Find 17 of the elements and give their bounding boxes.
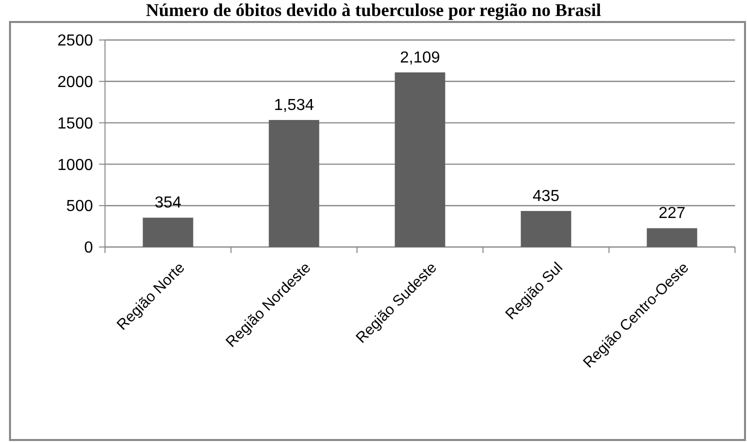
data-label: 2,109 [400,49,440,66]
y-tick-label: 2000 [57,74,94,91]
bar [394,72,446,247]
data-label: 435 [532,188,560,205]
y-tick-label: 1500 [57,115,94,132]
y-tick-label: 2500 [57,32,94,50]
chart-title: Número de óbitos devido à tuberculose por região no Brasil [146,0,602,20]
y-tick-label: 500 [66,198,94,216]
data-label: 354 [154,194,182,212]
bar [142,218,194,247]
bar [646,228,698,247]
bar [520,210,572,247]
bar [268,120,320,247]
data-label: 227 [658,205,686,222]
y-tick-label: 0 [84,240,94,257]
y-tick-label: 1000 [57,156,94,174]
data-label: 1,534 [274,96,314,114]
